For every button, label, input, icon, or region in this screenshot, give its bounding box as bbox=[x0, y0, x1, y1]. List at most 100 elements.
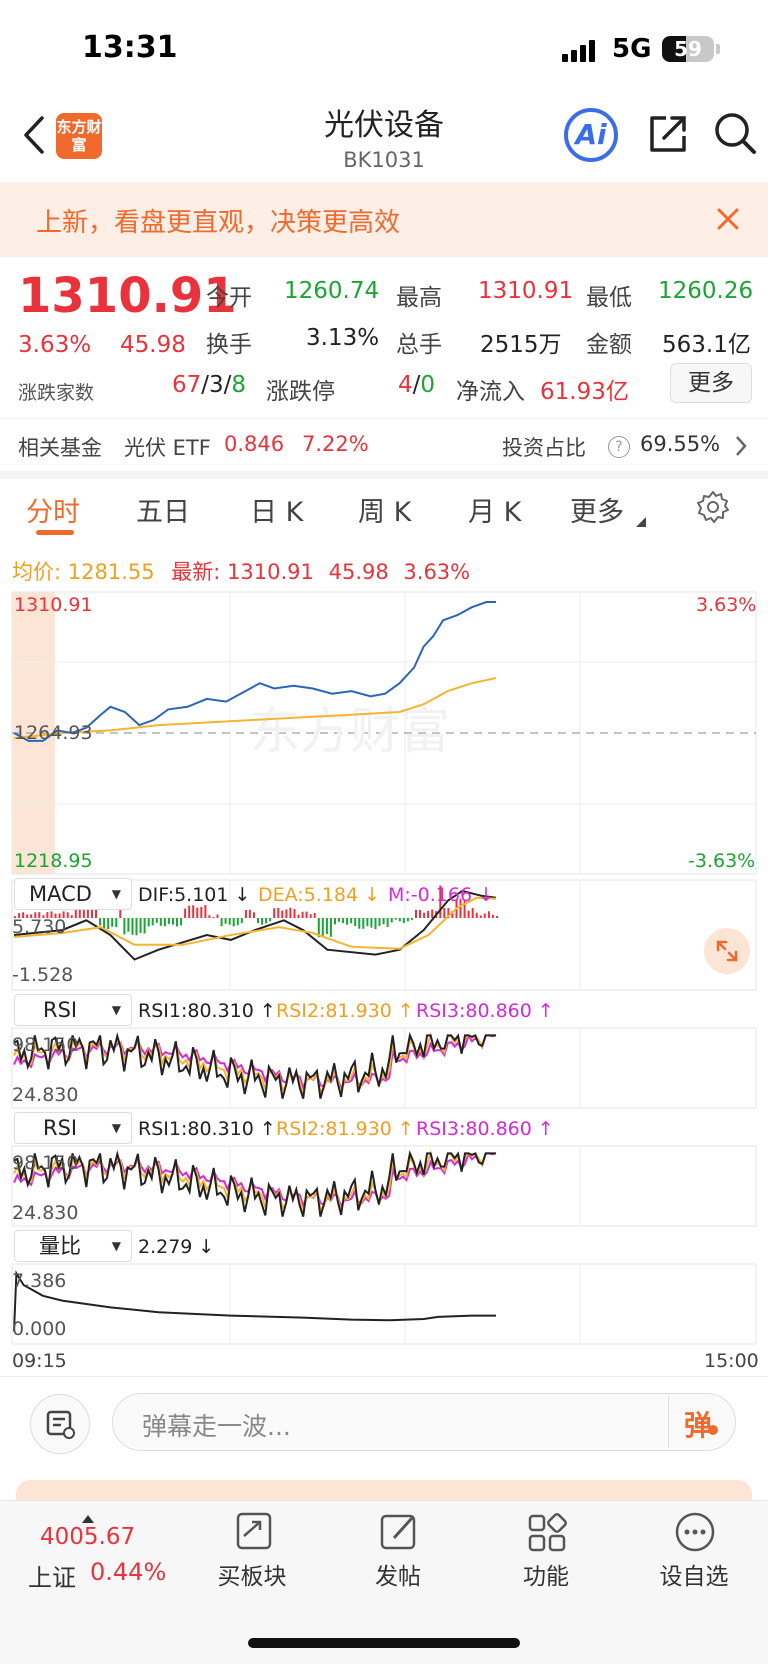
signal-icon bbox=[562, 38, 602, 62]
volume-label: 总手 bbox=[396, 332, 442, 358]
chevron-right-icon bbox=[734, 434, 748, 462]
banner-text: 上新，看盘更直观，决策更高效 bbox=[36, 208, 401, 238]
danmu-separator bbox=[668, 1396, 669, 1448]
chart-legend: 均价: 1281.55 最新: 1310.91 45.98 3.63% bbox=[12, 560, 471, 584]
pct-axis-top-label: 3.63% bbox=[696, 594, 757, 616]
danmu-settings-icon bbox=[46, 1410, 75, 1439]
high-value: 1310.91 bbox=[478, 278, 574, 304]
rsi1-value-1: RSI1:80.310 ↑ bbox=[138, 1000, 276, 1022]
search-button[interactable] bbox=[712, 110, 758, 158]
time-axis-end: 15:00 bbox=[704, 1350, 759, 1372]
expand-chart-button[interactable] bbox=[704, 928, 750, 974]
bottom-nav bbox=[0, 1500, 768, 1664]
macd-m: M:-0.166 ↓ bbox=[388, 884, 495, 906]
logo: 东方财富 bbox=[56, 113, 102, 159]
more-button[interactable]: 更多 bbox=[670, 363, 752, 403]
limit-values: 4/0 bbox=[398, 372, 436, 398]
rsi2-value-1: RSI2:81.930 ↑ bbox=[276, 1000, 414, 1022]
fund-name: 光伏 ETF bbox=[124, 436, 211, 460]
macd-y-top: 5.730 bbox=[12, 916, 67, 938]
grid-icon bbox=[528, 1513, 567, 1552]
macd-dif: DIF:5.101 ↓ bbox=[138, 884, 251, 906]
fund-label: 相关基金 bbox=[18, 436, 102, 460]
gear-icon bbox=[697, 491, 729, 523]
tab-five-day[interactable]: 五日 bbox=[136, 497, 190, 528]
rsi-indicator-select-2[interactable]: RSI ▼ bbox=[14, 1112, 132, 1144]
ratio-label: 投资占比 bbox=[502, 436, 586, 460]
time-axis-start: 09:15 bbox=[12, 1350, 67, 1372]
intraday-chart[interactable]: 东方财富 bbox=[0, 588, 768, 1348]
danmu-settings-button[interactable] bbox=[30, 1394, 90, 1454]
volume-value: 2515万 bbox=[480, 332, 562, 358]
nav-label: 发帖 bbox=[375, 1564, 421, 1590]
rsi-y-top-1: 98.150 bbox=[12, 1034, 79, 1056]
current-price: 1310.91 bbox=[18, 268, 237, 324]
tab-weekly-k[interactable]: 周 K bbox=[358, 497, 412, 528]
help-icon[interactable]: ? bbox=[608, 436, 630, 458]
tab-indicator bbox=[36, 530, 74, 535]
low-label: 最低 bbox=[586, 285, 632, 311]
settings-button[interactable] bbox=[696, 490, 730, 524]
danmu-send-button[interactable]: 弹 bbox=[684, 1404, 719, 1444]
macd-dea: DEA:5.184 ↓ bbox=[258, 884, 381, 906]
board-code: BK1031 bbox=[343, 148, 425, 172]
volratio-y-bottom: 0.000 bbox=[12, 1318, 67, 1340]
change-pct: 3.63% bbox=[18, 332, 92, 358]
triangle-up-icon bbox=[82, 1508, 94, 1527]
rsi1-value-2: RSI1:80.310 ↑ bbox=[138, 1118, 276, 1140]
tab-monthly-k[interactable]: 月 K bbox=[468, 497, 522, 528]
rsi3-value-1: RSI3:80.860 ↑ bbox=[416, 1000, 554, 1022]
page-title: 光伏设备 bbox=[324, 108, 444, 143]
rsi2-value-2: RSI2:81.930 ↑ bbox=[276, 1118, 414, 1140]
rsi-y-bottom-2: 24.830 bbox=[12, 1202, 79, 1224]
breadth-values: 67/3/8 bbox=[172, 372, 247, 398]
macd-indicator-select[interactable]: MACD ▼ bbox=[14, 878, 132, 910]
ai-button[interactable]: Ai bbox=[564, 108, 618, 162]
nav-label: 设自选 bbox=[659, 1564, 729, 1590]
banner-close-button[interactable] bbox=[714, 205, 742, 233]
tab-intraday[interactable]: 分时 bbox=[26, 497, 80, 528]
low-value: 1260.26 bbox=[658, 278, 754, 304]
battery-tip bbox=[716, 44, 720, 54]
amount-value: 563.1亿 bbox=[662, 332, 751, 358]
volratio-indicator-select[interactable]: 量比 ▼ bbox=[14, 1230, 132, 1262]
danmu-input[interactable] bbox=[112, 1393, 736, 1451]
back-button[interactable] bbox=[18, 112, 48, 158]
high-label: 最高 bbox=[396, 285, 442, 311]
nav-label: 买板块 bbox=[217, 1564, 287, 1590]
turnover-label: 换手 bbox=[206, 332, 252, 358]
tab-more-caret-icon bbox=[636, 512, 646, 531]
promo-banner[interactable] bbox=[0, 182, 768, 257]
change-value: 45.98 bbox=[120, 332, 186, 358]
nav-post[interactable]: 发帖 bbox=[338, 1505, 458, 1600]
search-icon bbox=[715, 113, 756, 154]
nav-functions[interactable]: 功能 bbox=[486, 1505, 606, 1600]
ratio-value: 69.55% bbox=[640, 432, 721, 456]
y-axis-top-label: 1310.91 bbox=[14, 594, 93, 616]
network-type: 5G bbox=[612, 34, 652, 64]
share-button[interactable] bbox=[646, 112, 690, 156]
turnover-value: 3.13% bbox=[306, 325, 380, 351]
buy-board-icon bbox=[236, 1512, 272, 1550]
expand-icon bbox=[716, 940, 738, 962]
y-axis-mid-label: 1264.93 bbox=[14, 722, 93, 744]
amount-label: 金额 bbox=[586, 332, 632, 358]
watermark: 东方财富 bbox=[250, 702, 450, 760]
fund-price: 0.846 bbox=[224, 432, 285, 456]
more-circle-icon bbox=[675, 1512, 715, 1552]
rsi-indicator-select-1[interactable]: RSI ▼ bbox=[14, 994, 132, 1026]
tab-more[interactable]: 更多 bbox=[570, 497, 624, 528]
home-indicator bbox=[248, 1638, 520, 1648]
breadth-label: 涨跌家数 bbox=[18, 382, 95, 404]
index-name: 上证 bbox=[28, 1564, 76, 1592]
battery-icon: 59 bbox=[662, 36, 714, 62]
nav-add-watchlist[interactable]: 设自选 bbox=[634, 1505, 754, 1600]
index-value: 4005.67 bbox=[40, 1524, 136, 1550]
nav-buy-board[interactable]: 买板块 bbox=[192, 1505, 312, 1600]
open-label: 今开 bbox=[206, 285, 252, 311]
y-axis-bottom-label: 1218.95 bbox=[14, 850, 93, 872]
volratio-y-top: 7.386 bbox=[12, 1270, 67, 1292]
share-icon bbox=[650, 116, 686, 152]
tab-daily-k[interactable]: 日 K bbox=[250, 497, 304, 528]
danmu-placeholder: 弹幕走一波... bbox=[142, 1412, 291, 1441]
